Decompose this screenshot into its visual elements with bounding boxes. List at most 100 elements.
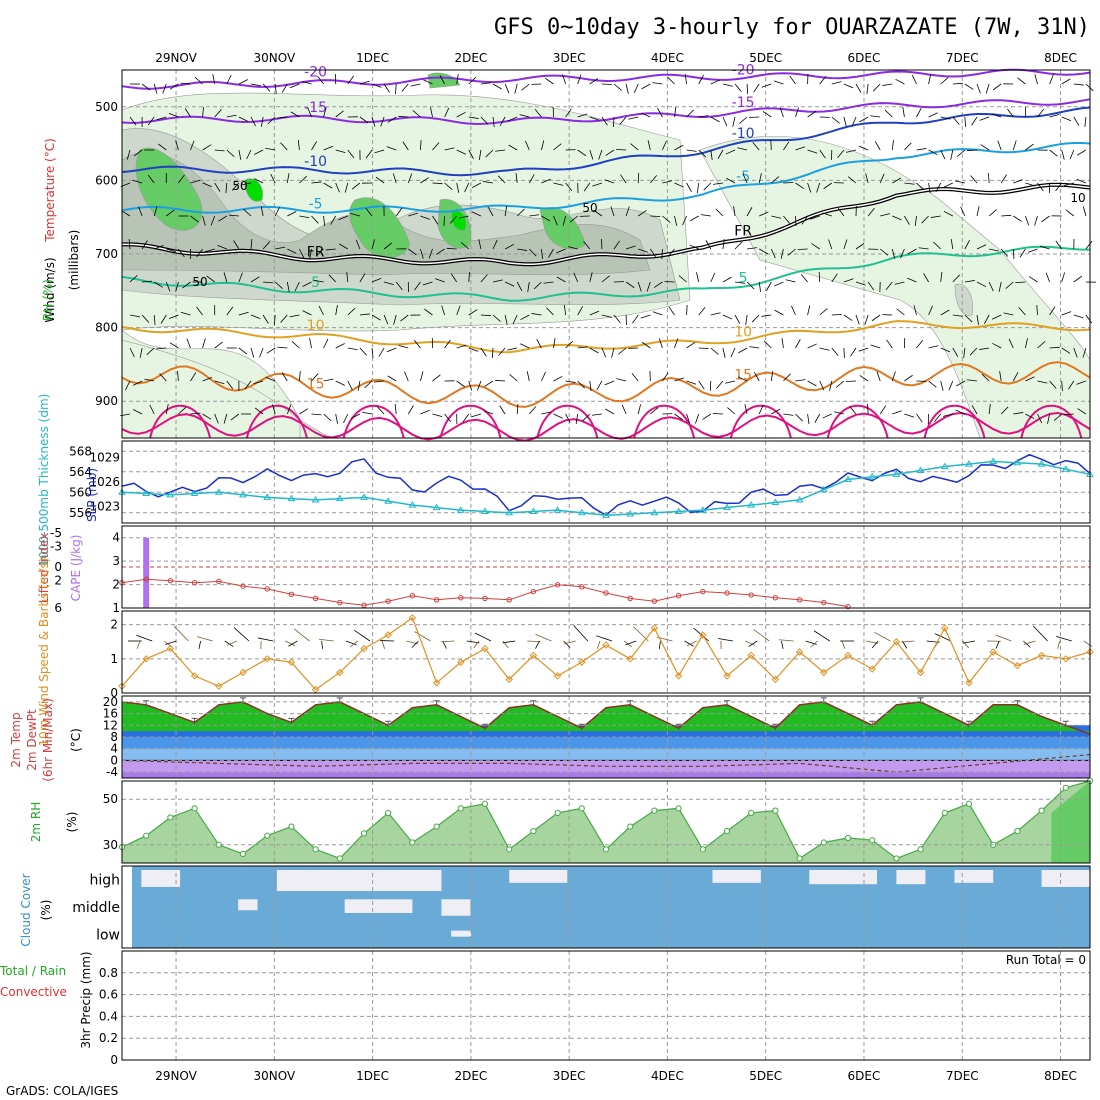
temp-tick-label: 0 (110, 753, 118, 767)
bottom-x-tick-label: 3DEC (553, 1069, 586, 1083)
wind-barb (408, 212, 418, 217)
wind-barb (662, 180, 673, 184)
wind-barb (313, 279, 324, 283)
wind-barb (831, 314, 842, 316)
wind-barb (819, 308, 828, 316)
wind-barb (507, 116, 518, 122)
wind-barb (964, 83, 974, 90)
wind-barb (814, 413, 821, 423)
wind10m-barb (414, 631, 431, 642)
wind10m-point (965, 679, 973, 687)
wind-barb (950, 239, 954, 250)
cloud-high-gap (276, 870, 442, 892)
wind-barb (754, 372, 760, 382)
wind-barb (964, 239, 970, 250)
wind-barb (1000, 248, 1009, 257)
wind-barb (528, 174, 535, 184)
wind-barb (290, 111, 300, 118)
wind-barb (514, 83, 518, 94)
wind-barb (504, 243, 515, 250)
wind-barb (444, 339, 451, 349)
wind-barb (182, 281, 191, 289)
wind-barb (553, 215, 558, 226)
wind-barb (395, 207, 403, 217)
panel-frame (121, 440, 1091, 524)
wind-barb (749, 346, 760, 349)
wind-barb (529, 214, 540, 217)
wind10m-barb (781, 640, 784, 649)
rh2m-panel: 30 50 (103, 777, 1094, 864)
wind-barb (347, 380, 353, 391)
wind10m-barb (535, 640, 540, 649)
temperature-contour-20 (245, 404, 308, 439)
wind10m-point (287, 658, 296, 666)
wind-barb (892, 177, 902, 184)
wind-barb (726, 177, 736, 184)
wind-barb (749, 116, 760, 118)
wind-barb (710, 347, 719, 355)
wind-barb (779, 107, 784, 118)
wind-barb (1037, 108, 1044, 118)
temperature-minmax-mark (288, 717, 295, 725)
cloud-ylabel-unit: (%) (39, 900, 53, 921)
wind-barb (751, 314, 760, 323)
temperature-contour (121, 142, 1091, 214)
wind-barb (299, 248, 305, 259)
wind10m-barb (778, 639, 794, 642)
wind-barb (180, 311, 191, 316)
wind-barb (383, 83, 390, 93)
wind-barb (364, 380, 373, 389)
wind-barb (874, 141, 881, 151)
wind-barb (371, 116, 376, 127)
wind-barb (504, 314, 508, 325)
wind-barb (202, 215, 206, 226)
lifted-index-point (216, 578, 222, 585)
cloud-high-gap (509, 870, 568, 883)
wind-barb (301, 81, 312, 85)
wind-barb (565, 340, 574, 349)
wind-barb (667, 248, 675, 257)
cloud-ylabel: Cloud Cover (%) (19, 873, 53, 946)
wind-barb (335, 343, 345, 349)
wind-barb (734, 241, 743, 250)
wind-barb (801, 215, 808, 225)
wind-barb (147, 174, 155, 184)
wind-barb (196, 306, 203, 316)
temperature-contour-label: 10 (734, 325, 752, 341)
wind-barb (916, 413, 923, 423)
wind-barb (928, 182, 931, 193)
wind-barb (930, 215, 941, 218)
wind-barb (347, 307, 356, 316)
wind-barb (1061, 272, 1066, 283)
thickness-marker (1037, 460, 1046, 467)
wind-barb (335, 182, 340, 193)
wind10m-barb (1057, 640, 1061, 649)
lifted-index-point (458, 595, 464, 601)
wind10m-barb (442, 640, 447, 649)
rh-shaded-area (699, 135, 1091, 439)
thickness-marker (505, 508, 514, 516)
wind-barb (761, 83, 772, 88)
wind-barb (233, 240, 240, 250)
wind-barb (807, 343, 817, 349)
wind-barb (592, 182, 603, 187)
precip-ylabel-precip: 3hr Precip (mm) (79, 951, 93, 1048)
wind-barb (214, 413, 219, 424)
wind-barb (1069, 149, 1075, 160)
wind-barb (855, 242, 865, 250)
wind-barb (712, 182, 723, 185)
wind-barb (420, 177, 430, 184)
thickness-marker (384, 497, 393, 504)
wind-barb (311, 413, 322, 416)
wind-barb (601, 347, 607, 358)
temperature-contour-label: -10 (304, 154, 327, 170)
wind-barb (480, 274, 488, 283)
wind-barb (483, 181, 494, 184)
wind-barb (250, 276, 260, 283)
wind-barb (1003, 312, 1014, 316)
wind-barb (967, 379, 978, 382)
lifted-index-point (482, 595, 488, 602)
wind-barb (980, 144, 990, 151)
temperature-contour-20 (923, 404, 986, 439)
wind-barb (1013, 412, 1024, 415)
